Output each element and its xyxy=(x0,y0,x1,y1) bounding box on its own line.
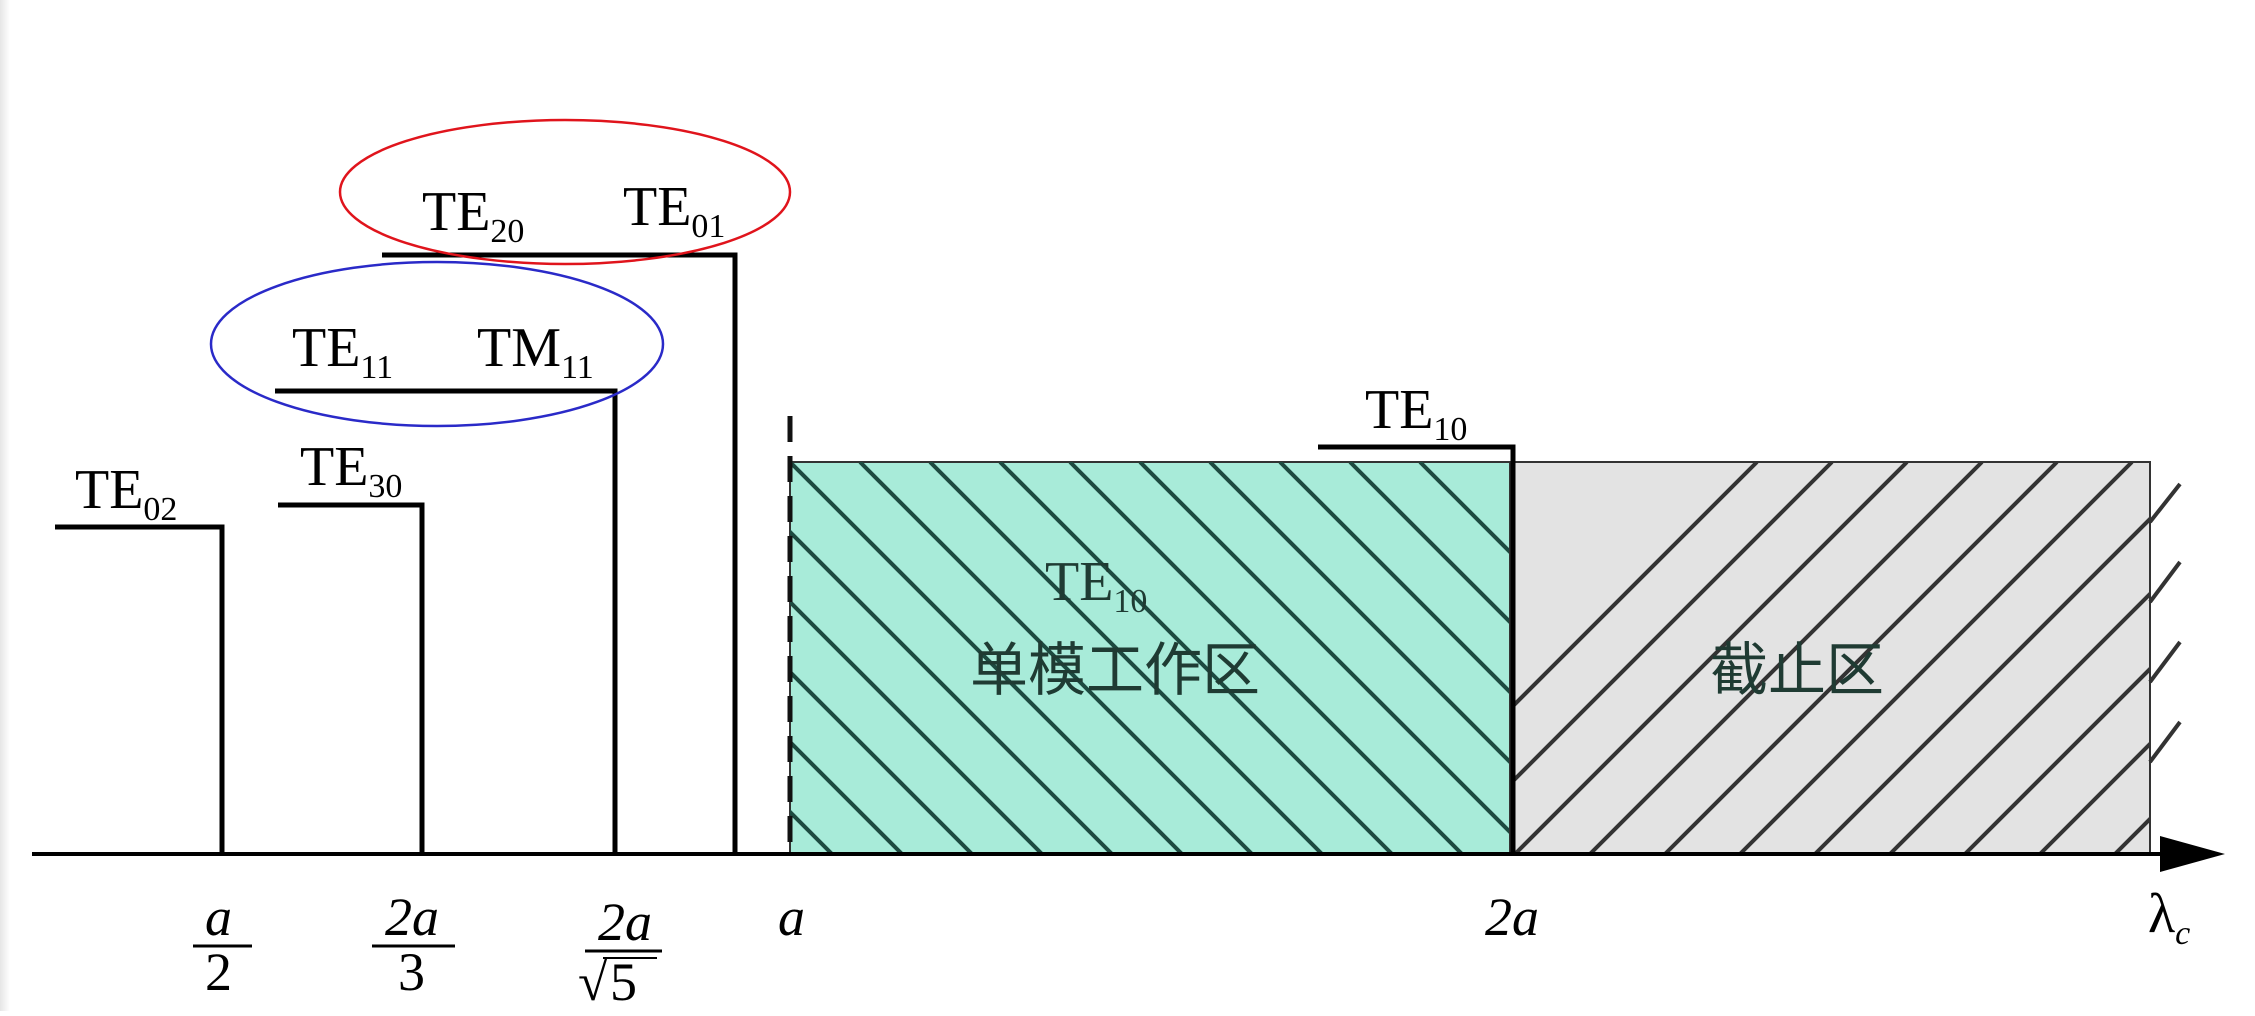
red-grouping-ellipse xyxy=(338,118,792,266)
svg-text:5: 5 xyxy=(610,952,637,1011)
single-mode-te10-label: TE10 xyxy=(1045,551,1147,620)
tick-2a-over-sqrt5: 2a √ 5 xyxy=(578,892,662,1012)
svg-text:2a: 2a xyxy=(598,892,652,952)
cutoff-hatch xyxy=(1510,462,2150,854)
tick-2a-over-3: 2a 3 xyxy=(372,887,455,1002)
axis-arrow xyxy=(2160,836,2225,872)
blue-grouping-ellipse xyxy=(209,260,665,428)
svg-text:√: √ xyxy=(578,952,608,1011)
svg-text:3: 3 xyxy=(398,942,425,1002)
cutoff-region xyxy=(1509,461,2151,855)
svg-text:2: 2 xyxy=(205,942,232,1002)
mode-label-te30: TE30 xyxy=(300,436,402,505)
mode-label-te20: TE20 xyxy=(422,181,524,250)
tick-a-over-2: a 2 xyxy=(193,887,252,1002)
te20-te01-step xyxy=(382,252,738,854)
tick-2a: 2a xyxy=(1485,887,1539,947)
mode-label-te11: TE11 xyxy=(292,317,393,386)
left-edge-shadow xyxy=(0,0,10,1011)
svg-text:2a: 2a xyxy=(385,887,439,947)
cutoff-region-label: 截止区 xyxy=(1710,636,1884,704)
tick-a: a xyxy=(778,887,805,947)
mode-label-te01: TE01 xyxy=(623,176,725,245)
cutoff-edge-hatch xyxy=(2148,482,2182,764)
te10-step xyxy=(1318,444,1516,854)
single-mode-region-label: 单模工作区 xyxy=(970,636,1260,704)
mode-label-tm11: TM11 xyxy=(477,317,594,386)
te11-tm11-step xyxy=(275,388,618,854)
svg-text:a: a xyxy=(205,887,232,947)
te02-step xyxy=(55,524,225,854)
single-mode-hatch xyxy=(790,462,1510,854)
mode-label-te10: TE10 xyxy=(1365,379,1467,448)
single-mode-region xyxy=(789,461,1511,855)
axis-label-lambda-c: λc xyxy=(2148,883,2190,952)
mode-label-te02: TE02 xyxy=(75,459,177,528)
te30-step xyxy=(278,502,425,854)
